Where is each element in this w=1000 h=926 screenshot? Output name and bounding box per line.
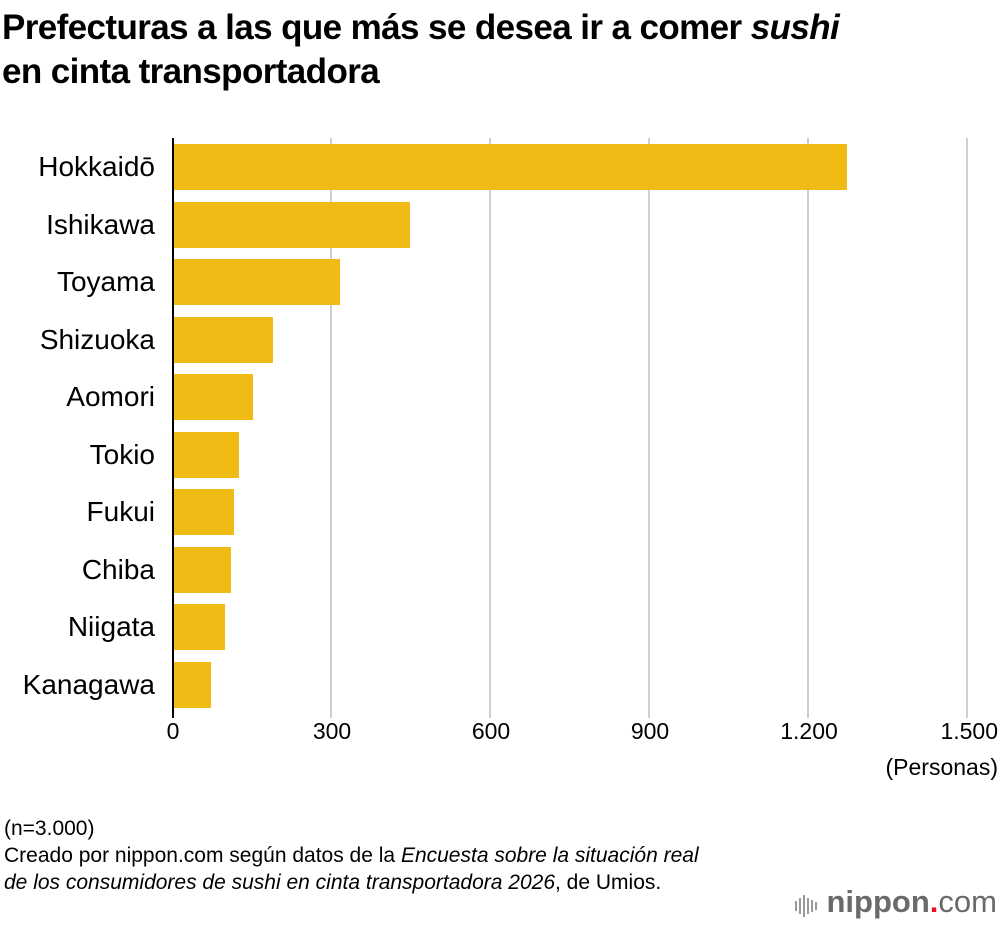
sample-size-note: (n=3.000) <box>4 817 95 840</box>
plot-area <box>172 138 1000 718</box>
bar <box>174 259 340 305</box>
x-tick-label: 1.500 <box>940 718 998 744</box>
chart-notes: (n=3.000) Creado por nippon.com según da… <box>4 815 704 896</box>
x-tick-label: 300 <box>312 718 352 744</box>
category-label: Fukui <box>86 496 155 527</box>
title-line2: en cinta transportadora <box>2 52 380 91</box>
bar <box>174 201 410 248</box>
sound-wave-icon <box>794 886 819 922</box>
title-italic: sushi <box>750 8 840 47</box>
x-axis-unit: (Personas) <box>885 754 998 780</box>
category-label: Toyama <box>56 266 155 297</box>
bar <box>174 604 225 650</box>
bar <box>174 546 232 593</box>
category-label: Shizuoka <box>39 323 155 355</box>
category-label: Tokio <box>89 438 155 470</box>
bar <box>174 316 274 363</box>
bar <box>174 431 240 478</box>
nippon-logo: nippon.com <box>794 884 997 922</box>
x-tick-label: 900 <box>630 718 670 744</box>
gridline <box>489 138 491 718</box>
bar <box>174 489 234 535</box>
title-main: Prefecturas a las que más se desea ir a … <box>2 8 751 47</box>
bar <box>174 661 212 708</box>
gridline <box>648 138 650 718</box>
category-label: Ishikawa <box>46 208 155 240</box>
bar <box>174 374 253 420</box>
x-tick-label: 1.200 <box>780 718 838 744</box>
gridline <box>807 138 809 718</box>
source-note: Creado por nippon.com según datos de la … <box>4 844 699 894</box>
y-axis-line <box>172 138 174 718</box>
x-tick-label: 600 <box>471 718 511 744</box>
category-label: Chiba <box>81 553 155 585</box>
bar <box>174 144 848 190</box>
category-label: Aomori <box>66 381 155 412</box>
category-label: Hokkaidō <box>38 151 155 182</box>
chart-title: Prefecturas a las que más se desea ir a … <box>2 6 998 94</box>
category-label: Niigata <box>67 611 155 642</box>
category-label: Kanagawa <box>22 668 155 700</box>
gridline <box>330 138 332 718</box>
gridline <box>966 138 968 718</box>
x-tick-label: 0 <box>166 718 180 744</box>
